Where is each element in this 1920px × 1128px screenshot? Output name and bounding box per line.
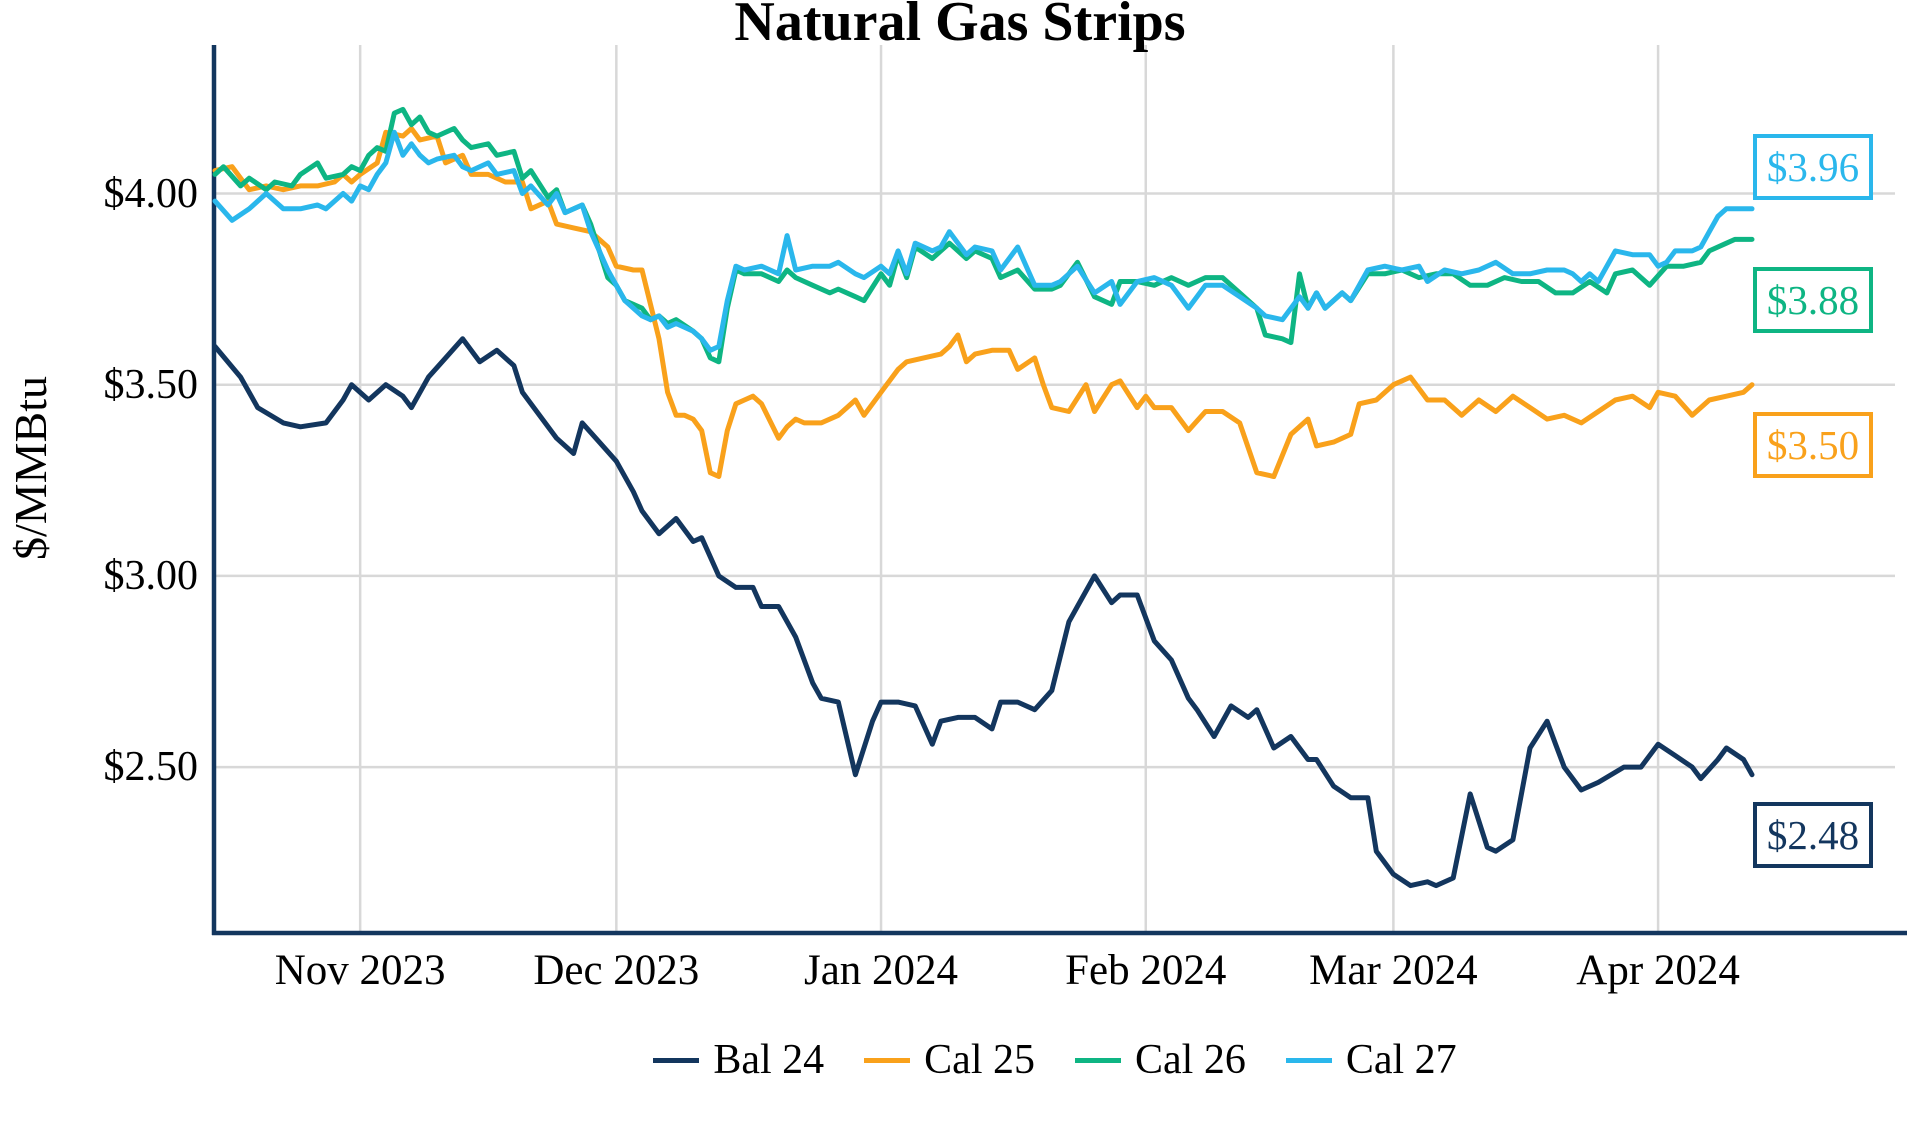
legend-label: Bal 24: [713, 1037, 825, 1083]
y-tick-label: $3.00: [103, 552, 199, 599]
legend-item-bal-24: Bal 24: [653, 1036, 824, 1084]
legend-label: Cal 25: [924, 1037, 1035, 1083]
end-value-label-cal-26: $3.88: [1753, 267, 1873, 333]
end-value-label-cal-25: $3.50: [1753, 412, 1873, 478]
series-line-cal-27: [212, 129, 1755, 353]
y-tick-label: $4.00: [103, 170, 199, 217]
x-tick-label: Mar 2024: [1309, 947, 1478, 994]
x-tick-label: Apr 2024: [1576, 947, 1740, 994]
end-value-label-bal-24: $2.48: [1753, 802, 1873, 868]
legend-swatch-cal-26: [1075, 1057, 1121, 1063]
legend-item-cal-25: Cal 25: [864, 1036, 1035, 1084]
legend-swatch-bal-24: [653, 1057, 700, 1063]
y-tick-label: $3.50: [103, 361, 199, 408]
legend-label: Cal 26: [1135, 1037, 1246, 1083]
x-tick-label: Jan 2024: [803, 947, 959, 994]
legend-item-cal-26: Cal 26: [1075, 1036, 1246, 1084]
x-tick-label: Nov 2023: [274, 947, 446, 994]
legend: Bal 24 Cal 25 Cal 26 Cal 27: [190, 1036, 1920, 1084]
x-tick-label: Dec 2023: [533, 947, 700, 994]
legend-swatch-cal-25: [864, 1057, 911, 1063]
legend-swatch-cal-27: [1285, 1057, 1332, 1063]
end-value-label-cal-27: $3.96: [1753, 134, 1873, 200]
y-tick-label: $2.50: [103, 744, 199, 791]
series-line-bal-24: [212, 336, 1755, 889]
series-line-cal-25: [212, 126, 1755, 479]
legend-label: Cal 27: [1345, 1037, 1457, 1083]
series-line-cal-26: [212, 106, 1755, 365]
legend-item-cal-27: Cal 27: [1285, 1036, 1457, 1084]
chart-title: Natural Gas Strips: [734, 0, 1186, 53]
x-tick-label: Feb 2024: [1065, 947, 1227, 994]
